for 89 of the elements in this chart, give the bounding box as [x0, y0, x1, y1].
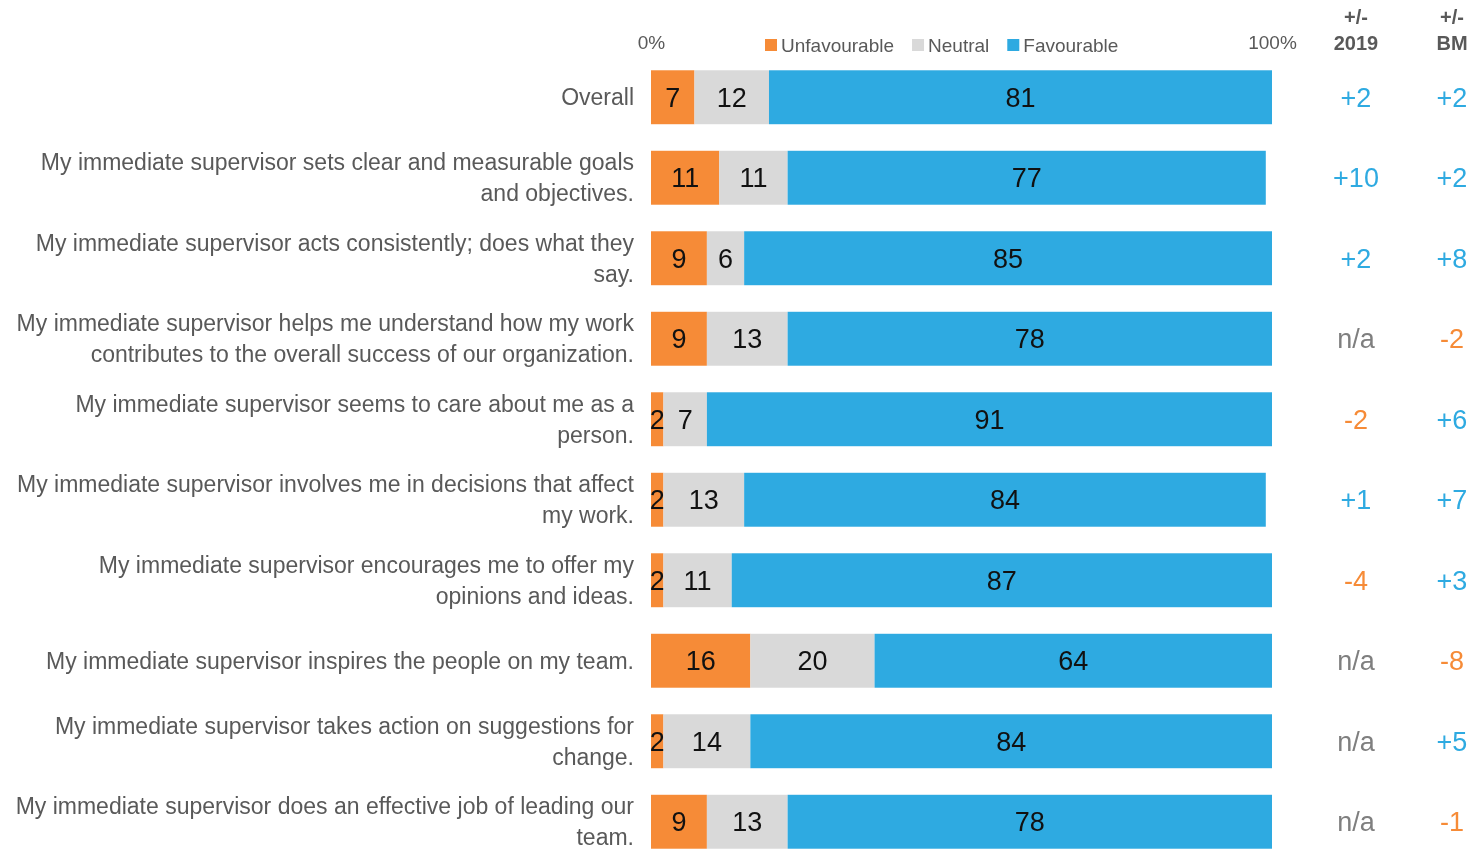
bar — [663, 392, 707, 447]
y-tick-label: My immediate supervisor does an effective job of leading our team. — [15, 793, 635, 851]
text: -2 — [1439, 324, 1465, 355]
legend-label: Neutral — [928, 34, 990, 56]
data-label: 11 — [683, 565, 712, 596]
text: +10 — [1333, 163, 1379, 194]
data-label: 13 — [732, 807, 763, 838]
data-label: 87 — [986, 565, 1017, 596]
data-label: 78 — [1014, 807, 1045, 838]
y-tick-label: My immediate supervisor sets clear and measurable goals and objectives. — [40, 149, 634, 207]
text: -1 — [1439, 807, 1465, 838]
bar — [787, 150, 1266, 205]
bar — [663, 472, 745, 527]
legend-label: Unfavourable — [781, 34, 895, 56]
bar — [663, 553, 732, 608]
x-tick-label: 100% — [1248, 32, 1297, 53]
data-label: 81 — [1005, 82, 1036, 113]
bar — [750, 633, 875, 688]
text: +3 — [1436, 565, 1468, 596]
data-label: 13 — [688, 485, 719, 516]
data-label: 20 — [797, 646, 828, 677]
data-label: 9 — [671, 324, 687, 355]
y-tick-label: My immediate supervisor seems to care about me as a person. — [75, 390, 635, 448]
y-tick-label: Overall — [561, 84, 634, 111]
text: +2 — [1340, 243, 1372, 274]
text: -8 — [1439, 646, 1465, 677]
data-label: 9 — [671, 243, 687, 274]
legend-label: Favourable — [1023, 34, 1119, 56]
text: n/a — [1337, 324, 1376, 355]
bar — [651, 311, 707, 366]
data-label: 16 — [685, 646, 716, 677]
text: n/a — [1337, 726, 1376, 757]
bar — [731, 553, 1272, 608]
bar — [787, 311, 1272, 366]
data-label: 64 — [1058, 646, 1089, 677]
data-label: 84 — [996, 726, 1027, 757]
bar — [651, 633, 751, 688]
y-tick-label: My immediate supervisor inspires the people on my team. — [45, 647, 634, 674]
bar — [750, 714, 1272, 769]
bar — [706, 794, 788, 849]
data-label: 9 — [671, 807, 687, 838]
bar — [706, 231, 745, 286]
text: +2 — [1340, 82, 1372, 113]
text: +8 — [1436, 243, 1468, 274]
x-tick-label: 0% — [637, 32, 666, 53]
text: +1 — [1340, 485, 1372, 516]
text: +2 — [1436, 82, 1468, 113]
data-label: 77 — [1011, 163, 1042, 194]
text: +/- BM — [1436, 6, 1468, 54]
bar — [768, 70, 1272, 125]
bar — [744, 472, 1266, 527]
data-label: 11 — [671, 163, 700, 194]
text: -4 — [1343, 565, 1369, 596]
y-tick-label: My immediate supervisor takes action on suggestions for change. — [54, 712, 635, 770]
text: n/a — [1337, 807, 1376, 838]
data-label: 13 — [732, 324, 763, 355]
bar — [651, 150, 720, 205]
data-label: 85 — [993, 243, 1024, 274]
text: +/- 2019 — [1333, 6, 1379, 54]
bar — [663, 714, 751, 769]
data-label: 11 — [739, 163, 768, 194]
text: n/a — [1337, 646, 1376, 677]
bar — [651, 794, 707, 849]
bar — [719, 150, 788, 205]
data-label: 78 — [1014, 324, 1045, 355]
data-label: 14 — [691, 726, 722, 757]
bar — [706, 392, 1272, 447]
y-tick-label: My immediate supervisor helps me understand how my work contributes to the overall success of our organization. — [16, 310, 635, 368]
bar — [694, 70, 769, 125]
text: +7 — [1436, 485, 1468, 516]
y-tick-label: My immediate supervisor encourages me to offer my opinions and ideas. — [98, 551, 635, 609]
data-label: 6 — [718, 243, 734, 274]
y-tick-label: My immediate supervisor involves me in decisions that affect my work. — [16, 471, 635, 529]
data-label: 84 — [989, 485, 1020, 516]
data-label: 91 — [974, 404, 1005, 435]
bar — [651, 70, 695, 125]
text: +2 — [1436, 163, 1468, 194]
data-label: 7 — [677, 404, 693, 435]
data-label: 12 — [716, 82, 747, 113]
bar — [787, 794, 1272, 849]
bar — [651, 231, 707, 286]
text: +6 — [1436, 404, 1468, 435]
bar — [706, 311, 788, 366]
text: -2 — [1343, 404, 1369, 435]
bar — [874, 633, 1272, 688]
y-tick-label: My immediate supervisor acts consistently; does what they say. — [35, 229, 635, 287]
data-label: 7 — [665, 82, 681, 113]
text: +5 — [1436, 726, 1468, 757]
bar — [744, 231, 1272, 286]
